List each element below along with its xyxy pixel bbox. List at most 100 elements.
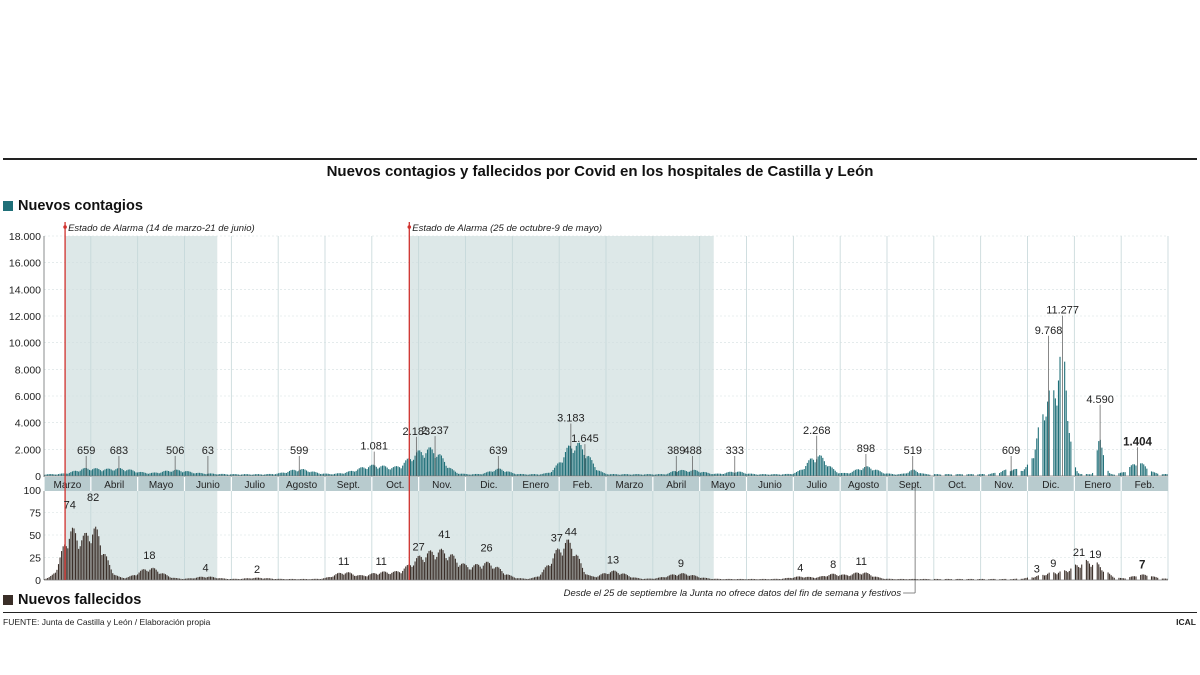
deaths-bar: [946, 578, 948, 580]
cases-bar: [399, 467, 401, 476]
cases-bar: [716, 473, 718, 476]
cases-bar: [605, 473, 607, 476]
cases-bar: [178, 470, 180, 476]
cases-bar: [1034, 449, 1036, 476]
alarm-period-label: Estado de Alarma (25 de octubre-9 de may…: [412, 223, 602, 234]
cases-bar: [302, 469, 304, 476]
cases-bar: [199, 472, 201, 476]
deaths-bar: [200, 576, 202, 580]
deaths-bar: [197, 577, 199, 580]
deaths-bar: [98, 536, 100, 580]
cases-annotation: 2.268: [803, 425, 831, 437]
deaths-bar: [461, 563, 463, 580]
deaths-bar: [157, 571, 159, 580]
deaths-bar: [972, 579, 974, 580]
cases-bar: [51, 474, 53, 476]
deaths-bar: [358, 575, 360, 580]
cases-bar: [225, 474, 227, 476]
cases-bar: [181, 472, 184, 476]
cases-bar: [456, 472, 458, 476]
deaths-bar: [606, 574, 608, 580]
deaths-bar: [938, 579, 940, 580]
deaths-bar: [171, 577, 173, 580]
deaths-bar: [676, 575, 678, 580]
cases-bar: [654, 474, 656, 476]
deaths-bar: [1070, 568, 1072, 580]
cases-bar: [268, 473, 270, 476]
cases-bar: [293, 469, 295, 476]
cases-bar: [766, 474, 768, 476]
cases-bar: [723, 473, 725, 476]
cases-bar: [831, 467, 833, 476]
deaths-bar: [1065, 570, 1067, 580]
deaths-bar: [464, 563, 466, 580]
cases-bar: [983, 474, 985, 476]
deaths-bar: [1054, 573, 1056, 580]
cases-bar: [183, 471, 185, 476]
deaths-bar: [211, 576, 213, 580]
cases-bar: [623, 474, 625, 476]
cases-bar: [625, 474, 627, 476]
deaths-bar: [1022, 578, 1024, 580]
cases-annotation: 488: [683, 445, 701, 457]
cases-bar: [304, 469, 306, 476]
deaths-bar: [374, 573, 376, 580]
cases-bar: [1012, 469, 1015, 476]
deaths-bar: [138, 572, 140, 580]
cases-bar: [806, 462, 808, 476]
cases-bar: [926, 474, 928, 476]
cases-y-tick: 14.000: [9, 284, 41, 296]
cases-bar: [797, 471, 799, 476]
deaths-bar: [597, 576, 599, 580]
deaths-bar: [777, 578, 779, 580]
deaths-bar: [293, 578, 295, 580]
deaths-bar: [443, 553, 446, 580]
deaths-bar: [451, 554, 453, 580]
deaths-bar: [695, 575, 697, 580]
cases-bar: [609, 474, 611, 476]
deaths-bar: [119, 577, 122, 580]
deaths-bar: [364, 576, 367, 580]
deaths-bar: [561, 555, 563, 580]
deaths-bar: [1112, 576, 1114, 580]
deaths-bar: [957, 578, 959, 580]
cases-bar: [45, 474, 47, 476]
deaths-bar: [989, 579, 991, 580]
cases-bar: [1042, 414, 1044, 476]
cases-bar: [620, 474, 622, 476]
cases-bar: [789, 474, 791, 476]
deaths-bar: [312, 578, 314, 580]
deaths-bar: [220, 578, 222, 580]
deaths-bar: [1036, 576, 1038, 580]
cases-bar: [1056, 405, 1058, 476]
deaths-bar: [44, 579, 46, 580]
deaths-bar: [671, 574, 673, 580]
month-label: Agosto: [848, 480, 880, 491]
cases-bar: [129, 469, 131, 476]
cases-bar: [488, 471, 491, 476]
cases-y-tick: 8.000: [15, 364, 41, 376]
deaths-bar: [816, 577, 818, 580]
cases-bar: [729, 471, 731, 476]
deaths-bar: [470, 569, 472, 580]
deaths-bar: [61, 551, 63, 580]
alarm-period-label: Estado de Alarma (14 de marzo-21 de juni…: [68, 223, 255, 234]
deaths-bar: [792, 577, 794, 580]
deaths-bar: [75, 533, 77, 580]
cases-bar: [341, 473, 343, 476]
cases-bar: [409, 459, 411, 476]
cases-bar: [589, 457, 591, 476]
cases-bar: [971, 474, 973, 476]
deaths-bar: [240, 578, 242, 580]
month-label: Enero: [1084, 480, 1111, 491]
cases-bar: [752, 473, 754, 476]
deaths-bar: [611, 571, 613, 580]
cases-bar: [657, 474, 660, 476]
legend-cases-swatch: [3, 201, 13, 211]
deaths-bar: [826, 576, 829, 580]
deaths-bar: [354, 575, 356, 580]
deaths-bar: [1087, 561, 1089, 580]
deaths-bar: [492, 568, 494, 580]
deaths-bar: [299, 579, 301, 580]
cases-annotation: 9.768: [1035, 325, 1063, 337]
